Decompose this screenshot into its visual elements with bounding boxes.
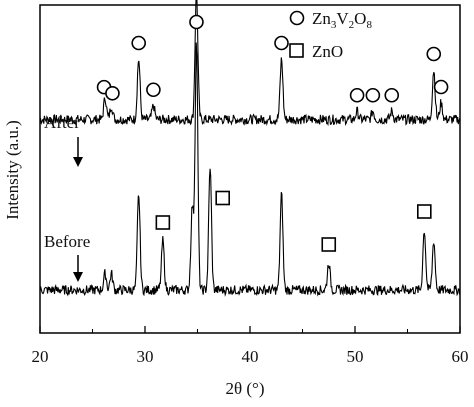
legend: Zn3V2O8 ZnO [289, 9, 372, 61]
after-arrow-head [73, 157, 83, 167]
before-annotation: Before [44, 232, 90, 282]
legend-zn3v2o8-label: Zn3V2O8 [312, 9, 372, 31]
zno-peak-marker [416, 204, 432, 219]
zn3v2o8-peak-marker [349, 87, 365, 103]
zn3v2o8-peak-marker [131, 35, 146, 51]
zn3v2o8-peak-marker [189, 14, 204, 30]
zn3v2o8-peak-marker [105, 85, 120, 101]
x-tick-label: 20 [32, 347, 49, 366]
after-label: After [44, 113, 80, 132]
zn3v2o8-peak-marker [384, 87, 400, 103]
before-arrow-head [73, 272, 83, 282]
spectrum-line-after [39, 0, 461, 127]
x-tick-label: 40 [242, 347, 259, 366]
spectrum-line-before [39, 42, 461, 297]
x-tick-label: 60 [452, 347, 469, 366]
zn3v2o8-peak-marker [426, 46, 442, 62]
zn3v2o8-peak-marker [365, 87, 381, 103]
zno-peak-marker [321, 237, 337, 252]
zno-peak-marker [155, 215, 171, 230]
zno-peak-marker [215, 190, 230, 206]
zn3v2o8-peak-marker [274, 35, 289, 51]
y-axis-label: Intensity (a.u.) [3, 120, 22, 220]
x-tick-label: 50 [347, 347, 364, 366]
after-annotation: After [44, 113, 83, 167]
peak-markers [96, 14, 449, 252]
x-ticks: 20 30 40 50 60 [32, 326, 469, 366]
zn3v2o8-peak-marker [146, 82, 161, 98]
legend-zno-label: ZnO [312, 42, 343, 61]
legend-square-marker [289, 43, 304, 58]
x-axis-label: 2θ (°) [225, 379, 264, 398]
before-label: Before [44, 232, 90, 251]
legend-circle-marker [289, 10, 305, 26]
zn3v2o8-peak-marker [433, 79, 449, 95]
spectra [39, 0, 461, 297]
x-tick-label: 30 [137, 347, 154, 366]
